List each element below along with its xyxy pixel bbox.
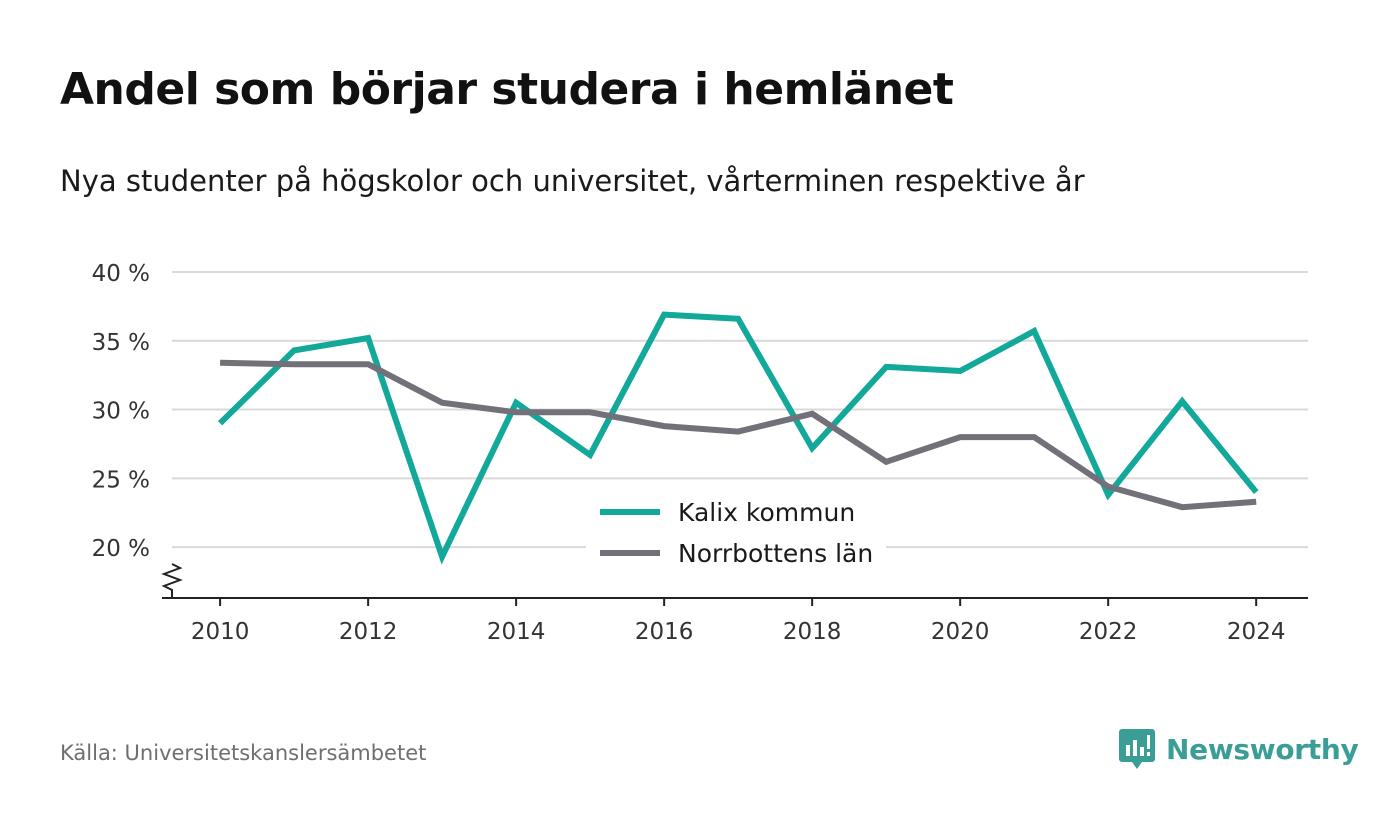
chart-subtitle: Nya studenter på högskolor och universit…	[60, 164, 1085, 198]
x-tick-label: 2022	[1079, 619, 1138, 645]
axis-break-mark	[161, 563, 183, 598]
brand-logo[interactable]: Newsworthy	[1118, 727, 1359, 771]
newsworthy-logo-icon	[1119, 729, 1155, 769]
source-note: Källa: Universitetskanslersämbetet	[60, 741, 427, 765]
x-tick-label: 2014	[487, 619, 546, 645]
x-tick-label: 2018	[783, 619, 842, 645]
x-tick-label: 2010	[191, 619, 250, 645]
legend-label: Norrbottens län	[678, 539, 873, 568]
x-tick-label: 2016	[635, 619, 694, 645]
x-axis	[161, 563, 1308, 606]
series-lines	[217, 311, 1259, 565]
y-tick-label: 35 %	[92, 330, 150, 356]
x-tick-label: 2020	[931, 619, 990, 645]
y-axis-tick-labels: 20 % 25 % 30 % 35 % 40 %	[92, 261, 150, 562]
x-tick-label: 2012	[339, 619, 398, 645]
y-tick-label: 20 %	[92, 536, 150, 562]
legend-label: Kalix kommun	[678, 498, 855, 527]
x-axis-tick-labels: 2010 2012 2014 2016 2018 2020 2022 2024	[191, 619, 1286, 645]
y-tick-label: 30 %	[92, 399, 150, 425]
legend-background	[586, 492, 886, 578]
y-tick-label: 25 %	[92, 467, 150, 493]
y-tick-label: 40 %	[92, 261, 150, 287]
brand-name: Newsworthy	[1166, 732, 1359, 766]
legend: Kalix kommun Norrbottens län	[586, 492, 886, 578]
chart-title: Andel som börjar studera i hemlänet	[60, 64, 954, 115]
x-tick-label: 2024	[1227, 619, 1286, 645]
